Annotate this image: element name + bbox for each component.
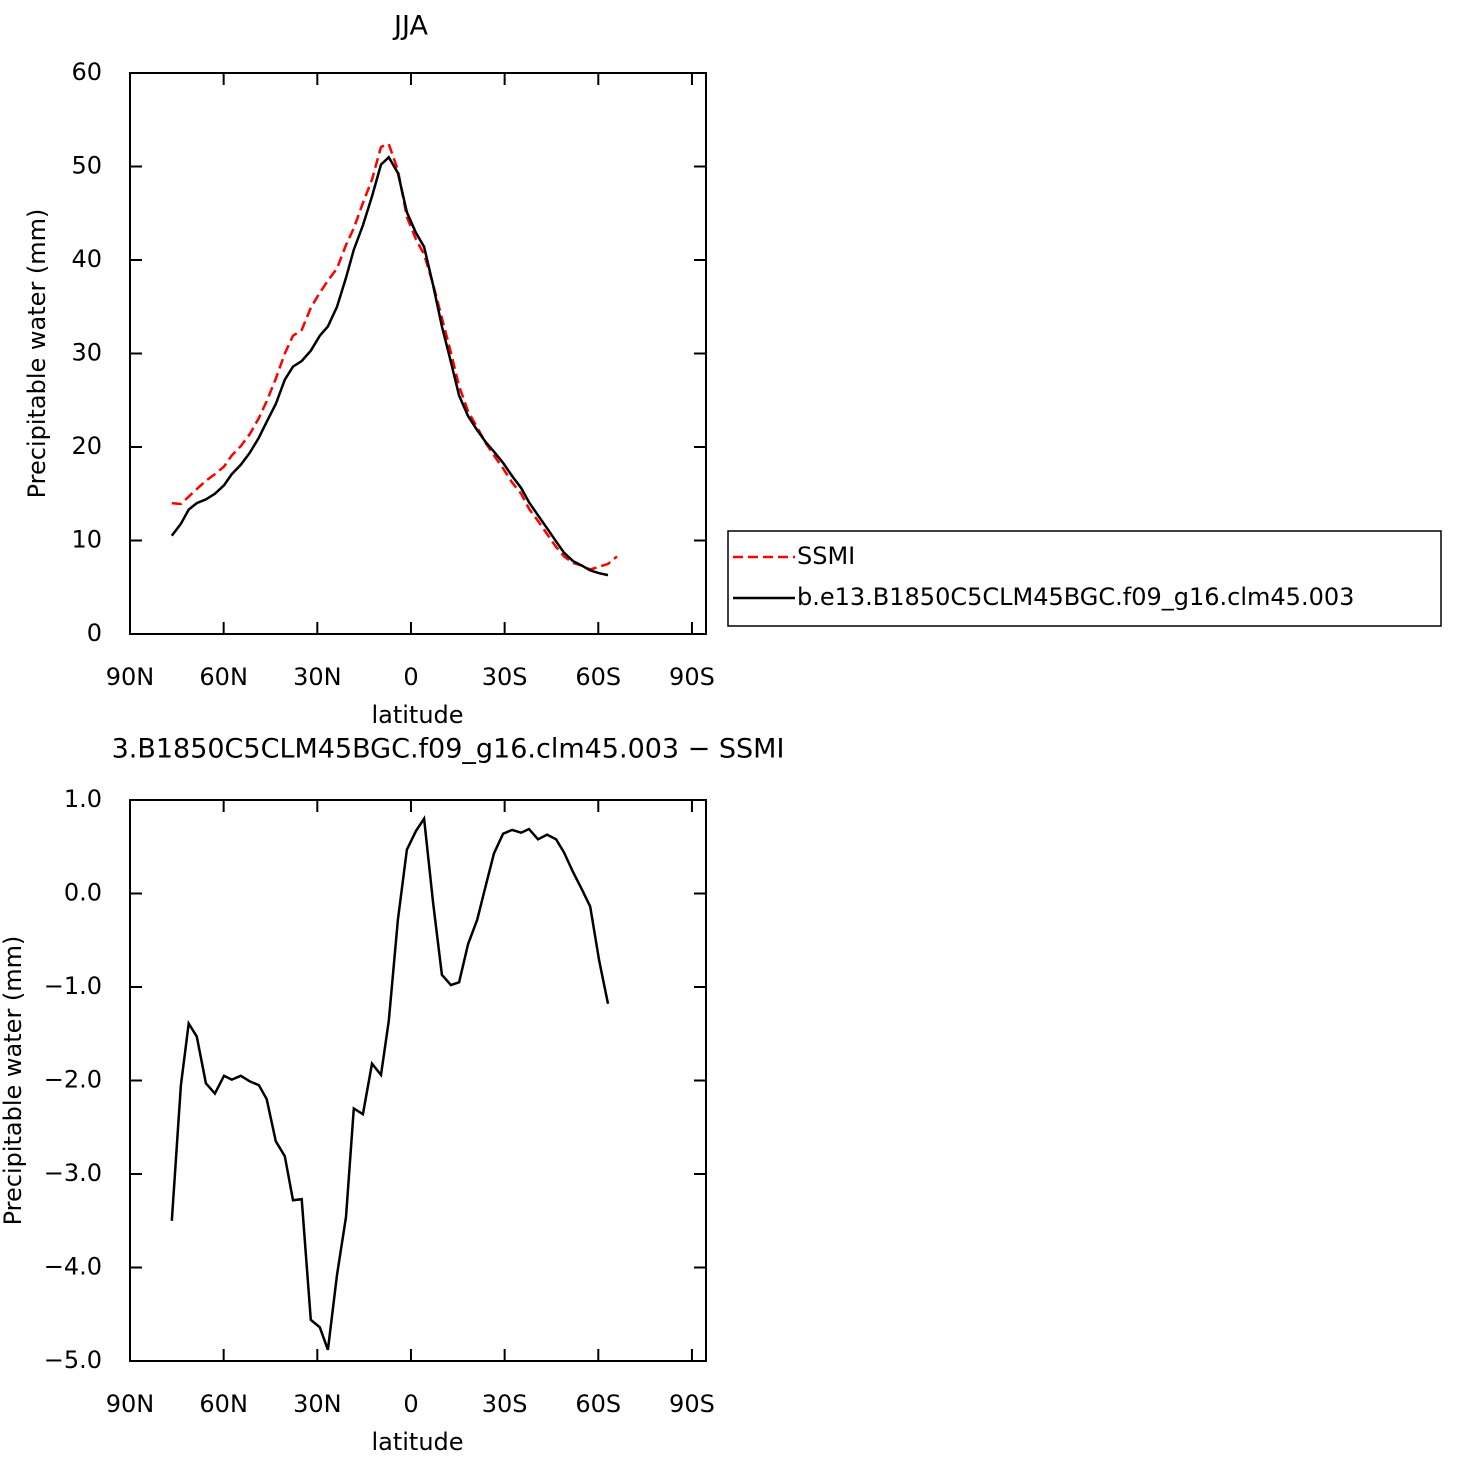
x-axis-label: latitude xyxy=(371,1428,463,1456)
y-tick-label: 50 xyxy=(71,152,102,180)
x-tick-label: 30S xyxy=(482,663,528,691)
y-axis-label: Precipitable water (mm) xyxy=(23,209,51,499)
data-line xyxy=(170,815,610,1351)
data-line xyxy=(171,142,618,571)
chart-title: 3.B1850C5CLM45BGC.f09_g16.clm45.003 − SS… xyxy=(112,734,785,765)
plot-frame xyxy=(129,799,707,1362)
legend-label: SSMI xyxy=(797,542,855,570)
legend-box xyxy=(727,530,1442,627)
y-tick-label: 60 xyxy=(71,58,102,86)
x-tick-label: 90N xyxy=(106,1390,155,1418)
y-tick-label: −4.0 xyxy=(44,1253,102,1281)
x-tick-label: 60S xyxy=(575,1390,621,1418)
legend-label: b.e13.B1850C5CLM45BGC.f09_g16.clm45.003 xyxy=(797,583,1354,611)
x-tick-label: 60N xyxy=(199,1390,248,1418)
x-tick-label: 90S xyxy=(669,663,715,691)
x-tick-label: 90S xyxy=(669,1390,715,1418)
x-tick-label: 0 xyxy=(403,1390,418,1418)
y-tick-label: −5.0 xyxy=(44,1346,102,1374)
y-tick-label: −2.0 xyxy=(44,1066,102,1094)
x-tick-label: 30N xyxy=(293,1390,342,1418)
x-tick-label: 0 xyxy=(403,663,418,691)
y-tick-label: 30 xyxy=(71,339,102,367)
y-tick-label: 0 xyxy=(87,619,102,647)
y-tick-label: −3.0 xyxy=(44,1159,102,1187)
data-line xyxy=(170,155,609,577)
x-tick-label: 60N xyxy=(199,663,248,691)
y-tick-label: −1.0 xyxy=(44,972,102,1000)
y-tick-label: 40 xyxy=(71,245,102,273)
plot-frame xyxy=(129,72,707,635)
y-tick-label: 10 xyxy=(71,526,102,554)
x-tick-label: 60S xyxy=(575,663,621,691)
y-tick-label: 1.0 xyxy=(64,785,102,813)
y-tick-label: 0.0 xyxy=(64,879,102,907)
x-tick-label: 90N xyxy=(106,663,155,691)
chart-title: JJA xyxy=(392,11,428,42)
x-axis-label: latitude xyxy=(371,701,463,729)
y-tick-label: 20 xyxy=(71,432,102,460)
x-tick-label: 30S xyxy=(482,1390,528,1418)
x-tick-label: 30N xyxy=(293,663,342,691)
y-axis-label: Precipitable water (mm) xyxy=(0,936,27,1226)
